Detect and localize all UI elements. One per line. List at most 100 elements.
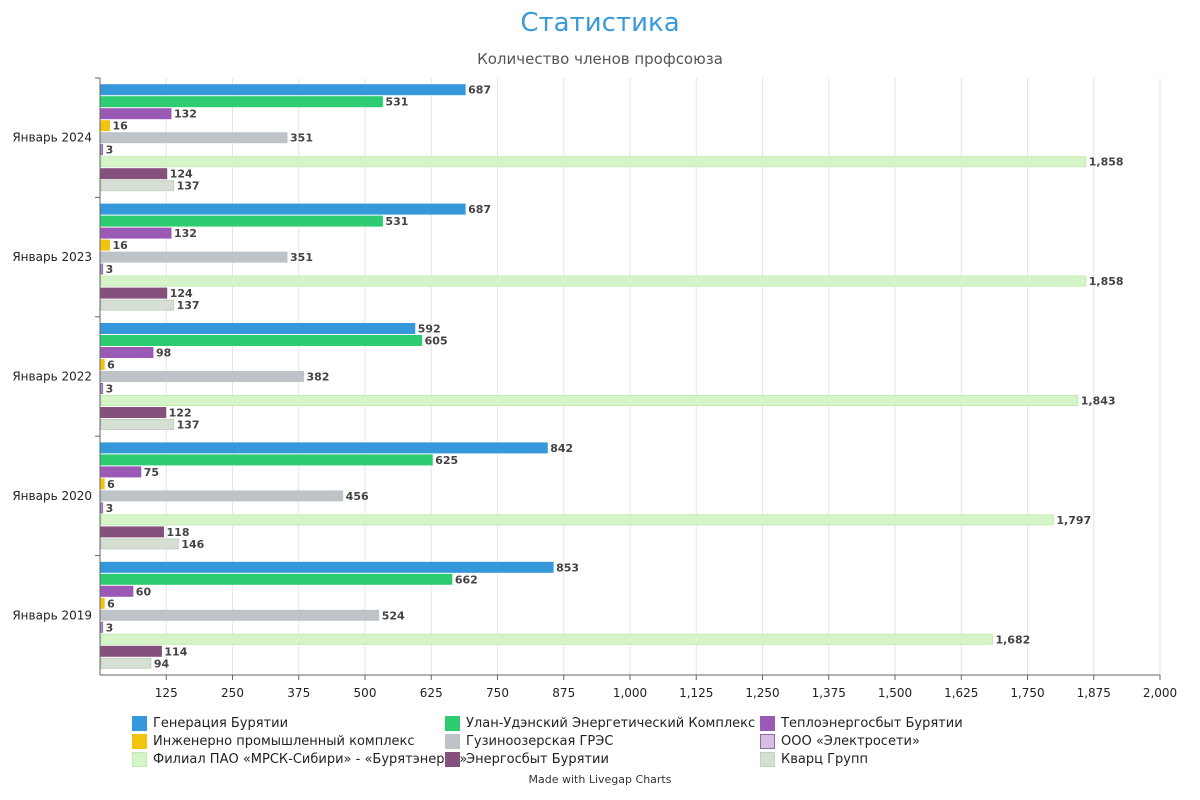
data-label: 16	[112, 120, 128, 133]
bar	[100, 478, 105, 490]
legend-item[interactable]: Улан-Удэнский Энергетический Комплекс	[445, 716, 755, 731]
credit-text: Made with Livegap Charts	[528, 773, 672, 786]
bar	[100, 526, 165, 538]
data-label: 351	[290, 132, 313, 145]
data-label: 842	[550, 442, 573, 455]
legend-label: Генерация Бурятии	[153, 716, 289, 731]
bar	[100, 573, 453, 585]
data-label: 3	[106, 502, 114, 515]
x-tick-label: 250	[221, 686, 244, 700]
legend-item[interactable]: Инженерно промышленный комплекс	[132, 734, 415, 749]
x-tick-label: 500	[354, 686, 377, 700]
bar	[100, 84, 466, 96]
legend-item[interactable]: Теплоэнергосбыт Бурятии	[760, 716, 963, 731]
bar	[100, 466, 142, 478]
data-label: 118	[167, 526, 190, 539]
data-label: 137	[177, 419, 200, 432]
bar	[100, 120, 110, 132]
bar	[100, 144, 104, 156]
data-label: 6	[107, 597, 115, 610]
data-label: 687	[468, 203, 491, 216]
bar	[100, 490, 344, 502]
data-label: 1,797	[1056, 514, 1091, 527]
bar	[100, 251, 288, 263]
data-label: 16	[112, 239, 128, 252]
data-label: 114	[164, 645, 187, 658]
data-label: 1,843	[1081, 395, 1116, 408]
x-tick-label: 1,250	[745, 686, 779, 700]
legend-item[interactable]: ООО «Электросети»	[760, 734, 920, 749]
bar	[100, 371, 304, 382]
x-tick-label: 875	[552, 686, 575, 700]
data-label: 3	[106, 383, 114, 396]
data-label: 137	[177, 180, 200, 193]
data-label: 456	[346, 490, 369, 503]
bar	[100, 96, 383, 108]
legend-label: Энергосбыт Бурятии	[466, 752, 609, 767]
data-label: 1,682	[995, 633, 1030, 646]
x-tick-label: 375	[287, 686, 310, 700]
legend-label: ООО «Электросети»	[781, 734, 920, 749]
category-label: Январь 2022	[12, 370, 92, 384]
legend-item[interactable]: Генерация Бурятии	[132, 716, 288, 731]
category-label: Январь 2019	[12, 608, 92, 622]
bar	[100, 645, 162, 657]
legend-label: Филиал ПАО «МРСК-Сибири» - «Бурятэнерго»	[153, 752, 468, 767]
x-tick-label: 2,000	[1143, 686, 1177, 700]
bar	[100, 168, 168, 180]
data-label: 531	[385, 96, 408, 109]
data-label: 75	[144, 466, 159, 479]
data-label: 146	[181, 538, 204, 551]
bar	[100, 585, 134, 597]
data-label: 351	[290, 251, 313, 264]
data-label: 662	[455, 573, 478, 586]
bar	[100, 561, 554, 573]
bar	[100, 323, 416, 334]
data-label: 124	[170, 287, 193, 300]
legend-swatch	[760, 752, 775, 767]
legend-swatch	[445, 752, 460, 767]
data-label: 853	[556, 561, 579, 574]
legend-swatch	[132, 716, 147, 731]
legend-swatch	[132, 752, 147, 767]
legend-item[interactable]: Энергосбыт Бурятии	[445, 752, 609, 767]
legend-label: Улан-Удэнский Энергетический Комплекс	[466, 716, 756, 731]
legend-item[interactable]: Филиал ПАО «МРСК-Сибири» - «Бурятэнерго»	[132, 752, 467, 767]
x-tick-label: 625	[420, 686, 443, 700]
bar	[100, 597, 105, 609]
data-label: 3	[106, 621, 114, 634]
data-label: 137	[177, 299, 200, 312]
data-label: 531	[385, 215, 408, 228]
bar	[100, 621, 104, 633]
bar	[100, 108, 172, 120]
bar	[100, 263, 104, 275]
bar	[100, 633, 993, 645]
legend-item[interactable]: Кварц Групп	[760, 752, 868, 767]
chart-subtitle: Количество членов профсоюза	[477, 50, 723, 68]
chart-title: Статистика	[520, 8, 680, 38]
data-label: 94	[154, 657, 170, 670]
data-label: 605	[425, 335, 448, 348]
x-tick-label: 1,875	[1077, 686, 1111, 700]
bar	[100, 203, 466, 215]
data-label: 524	[382, 609, 405, 622]
bar	[100, 335, 423, 346]
legend-swatch	[445, 734, 460, 749]
x-tick-label: 1,125	[679, 686, 713, 700]
bar	[100, 215, 383, 227]
x-tick-label: 1,500	[878, 686, 912, 700]
legend-item[interactable]: Гузиноозерская ГРЭС	[445, 734, 613, 749]
data-label: 592	[418, 323, 441, 336]
legend-swatch	[760, 734, 775, 749]
data-label: 625	[435, 454, 458, 467]
bar	[100, 419, 175, 430]
data-label: 122	[169, 407, 192, 420]
bar	[100, 299, 175, 311]
legend-label: Инженерно промышленный комплекс	[153, 734, 415, 749]
x-tick-label: 1,375	[812, 686, 846, 700]
data-label: 1,858	[1089, 156, 1124, 169]
bar	[100, 454, 433, 466]
legend-swatch	[445, 716, 460, 731]
